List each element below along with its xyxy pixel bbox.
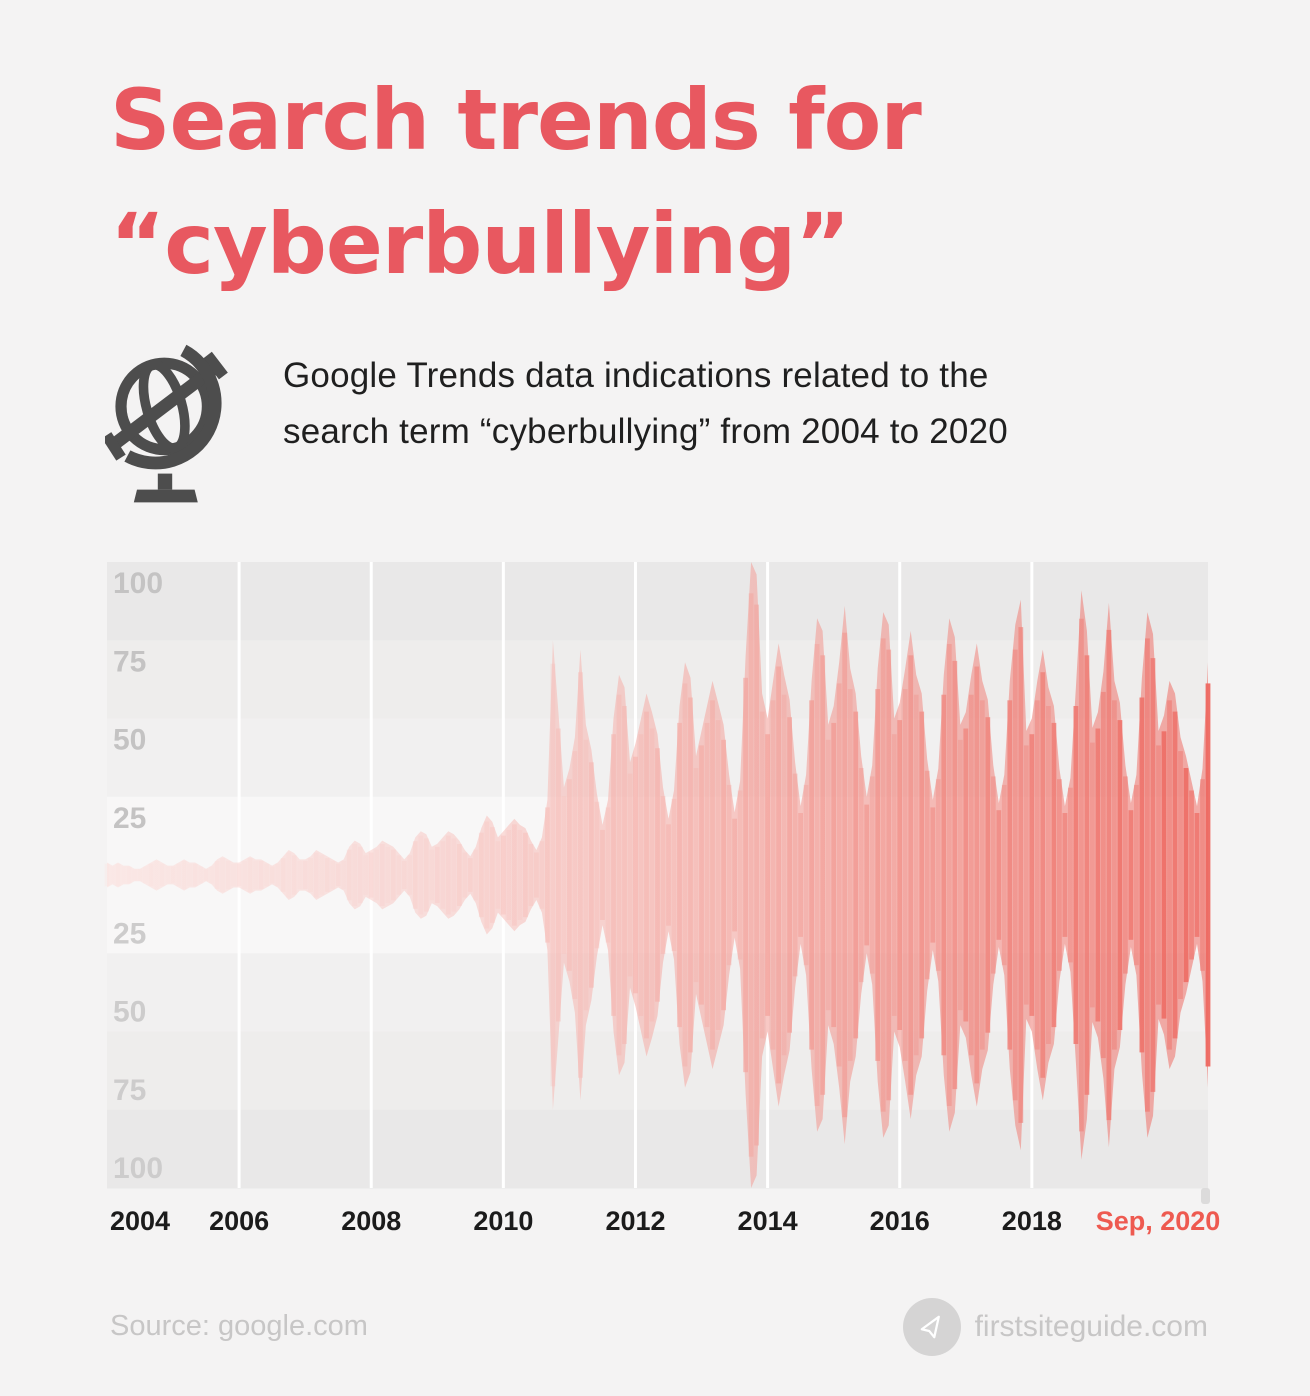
brand: firstsiteguide.com (902, 1292, 1208, 1362)
y-tick-label: 25 (113, 802, 146, 835)
paper-plane-icon (920, 1315, 940, 1339)
globe-icon (105, 344, 228, 503)
y-tick-label: 75 (113, 1074, 146, 1107)
x-tick-label-current: Sep, 2020 (1096, 1206, 1221, 1236)
y-tick-label: 25 (113, 917, 146, 950)
x-tick-label: 2018 (1002, 1206, 1062, 1236)
x-tick-label: 2004 (110, 1206, 170, 1236)
scroll-tab (1201, 1188, 1210, 1204)
page-title: Search trends for “cyberbullying” (110, 58, 1210, 306)
intro-section: Google Trends data indications related t… (105, 338, 1225, 518)
chart-description: Google Trends data indications related t… (283, 348, 1223, 460)
x-axis-labels: 2004 2006 2008 2010 2012 2014 2016 2018 Sep, 202… (110, 1206, 1220, 1236)
y-tick-label: 75 (113, 645, 146, 678)
x-tick-label: 2014 (738, 1206, 798, 1236)
brand-name: firstsiteguide.com (974, 1310, 1208, 1343)
y-axis-labels: 100 75 50 25 25 50 75 100 (113, 567, 163, 1185)
y-tick-label: 100 (113, 567, 163, 600)
trend-chart-container: 100 75 50 25 25 50 75 100 2004 2006 2008 2010 2012 20… (0, 540, 1310, 1250)
x-tick-label: 2008 (341, 1206, 401, 1236)
x-tick-label: 2012 (605, 1206, 665, 1236)
y-tick-label: 100 (113, 1152, 163, 1185)
y-tick-label: 50 (113, 996, 146, 1029)
waveform (104, 562, 1211, 1188)
description-line-2: search term “cyberbullying” from 2004 to… (283, 412, 1008, 451)
page-title-line-2: “cyberbullying” (110, 195, 850, 293)
source-note: Source: google.com (110, 1310, 368, 1342)
x-tick-label: 2006 (209, 1206, 269, 1236)
x-tick-label: 2010 (473, 1206, 533, 1236)
globe-stand (133, 473, 198, 503)
description-line-1: Google Trends data indications related t… (283, 356, 989, 395)
brand-badge (902, 1298, 961, 1356)
y-tick-label: 50 (113, 724, 146, 757)
page-title-line-1: Search trends for (110, 71, 922, 169)
x-tick-label: 2016 (870, 1206, 930, 1236)
footer: Source: google.com firstsiteguide.com (0, 1292, 1310, 1372)
